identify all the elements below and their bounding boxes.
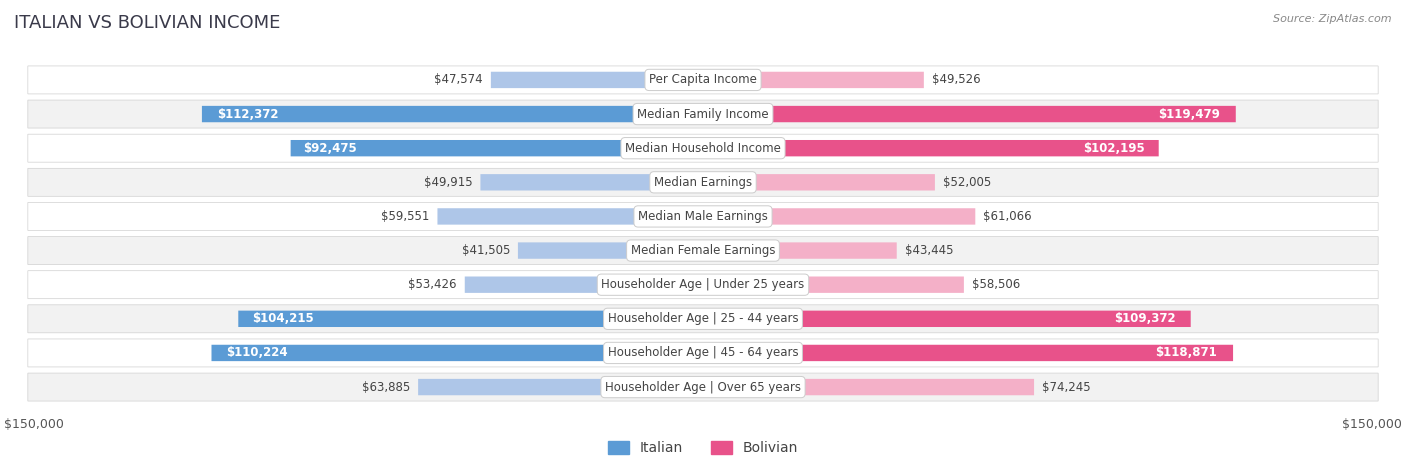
Text: ITALIAN VS BOLIVIAN INCOME: ITALIAN VS BOLIVIAN INCOME xyxy=(14,14,280,32)
Text: Source: ZipAtlas.com: Source: ZipAtlas.com xyxy=(1274,14,1392,24)
FancyBboxPatch shape xyxy=(703,174,935,191)
Text: $104,215: $104,215 xyxy=(252,312,314,325)
FancyBboxPatch shape xyxy=(491,72,703,88)
FancyBboxPatch shape xyxy=(703,242,897,259)
FancyBboxPatch shape xyxy=(465,276,703,293)
FancyBboxPatch shape xyxy=(28,373,1378,401)
FancyBboxPatch shape xyxy=(703,345,1233,361)
Text: Median Female Earnings: Median Female Earnings xyxy=(631,244,775,257)
Text: Per Capita Income: Per Capita Income xyxy=(650,73,756,86)
Text: Median Male Earnings: Median Male Earnings xyxy=(638,210,768,223)
FancyBboxPatch shape xyxy=(481,174,703,191)
FancyBboxPatch shape xyxy=(703,106,1236,122)
FancyBboxPatch shape xyxy=(28,237,1378,264)
Text: Householder Age | Under 25 years: Householder Age | Under 25 years xyxy=(602,278,804,291)
FancyBboxPatch shape xyxy=(28,271,1378,299)
FancyBboxPatch shape xyxy=(28,305,1378,333)
FancyBboxPatch shape xyxy=(703,276,965,293)
FancyBboxPatch shape xyxy=(703,379,1033,395)
FancyBboxPatch shape xyxy=(28,134,1378,162)
FancyBboxPatch shape xyxy=(28,168,1378,196)
FancyBboxPatch shape xyxy=(517,242,703,259)
FancyBboxPatch shape xyxy=(437,208,703,225)
Text: $119,479: $119,479 xyxy=(1159,107,1220,120)
Legend: Italian, Bolivian: Italian, Bolivian xyxy=(602,436,804,461)
Text: $58,506: $58,506 xyxy=(972,278,1021,291)
FancyBboxPatch shape xyxy=(28,100,1378,128)
FancyBboxPatch shape xyxy=(28,203,1378,230)
Text: $47,574: $47,574 xyxy=(434,73,482,86)
FancyBboxPatch shape xyxy=(703,72,924,88)
FancyBboxPatch shape xyxy=(28,339,1378,367)
FancyBboxPatch shape xyxy=(238,311,703,327)
FancyBboxPatch shape xyxy=(703,140,1159,156)
Text: $118,871: $118,871 xyxy=(1156,347,1218,360)
FancyBboxPatch shape xyxy=(703,208,976,225)
Text: Householder Age | Over 65 years: Householder Age | Over 65 years xyxy=(605,381,801,394)
Text: Householder Age | 45 - 64 years: Householder Age | 45 - 64 years xyxy=(607,347,799,360)
Text: $112,372: $112,372 xyxy=(217,107,278,120)
Text: $59,551: $59,551 xyxy=(381,210,429,223)
FancyBboxPatch shape xyxy=(418,379,703,395)
Text: $74,245: $74,245 xyxy=(1042,381,1091,394)
Text: $61,066: $61,066 xyxy=(983,210,1032,223)
FancyBboxPatch shape xyxy=(291,140,703,156)
Text: $109,372: $109,372 xyxy=(1115,312,1175,325)
Text: Median Earnings: Median Earnings xyxy=(654,176,752,189)
FancyBboxPatch shape xyxy=(703,311,1191,327)
Text: Householder Age | 25 - 44 years: Householder Age | 25 - 44 years xyxy=(607,312,799,325)
FancyBboxPatch shape xyxy=(202,106,703,122)
FancyBboxPatch shape xyxy=(28,66,1378,94)
Text: $53,426: $53,426 xyxy=(408,278,457,291)
Text: $110,224: $110,224 xyxy=(226,347,288,360)
Text: Median Household Income: Median Household Income xyxy=(626,142,780,155)
Text: $49,915: $49,915 xyxy=(423,176,472,189)
Text: $41,505: $41,505 xyxy=(461,244,510,257)
Text: $43,445: $43,445 xyxy=(904,244,953,257)
FancyBboxPatch shape xyxy=(211,345,703,361)
Text: $63,885: $63,885 xyxy=(361,381,411,394)
Text: $92,475: $92,475 xyxy=(304,142,357,155)
Text: $102,195: $102,195 xyxy=(1083,142,1144,155)
Text: Median Family Income: Median Family Income xyxy=(637,107,769,120)
Text: $49,526: $49,526 xyxy=(932,73,980,86)
Text: $52,005: $52,005 xyxy=(943,176,991,189)
